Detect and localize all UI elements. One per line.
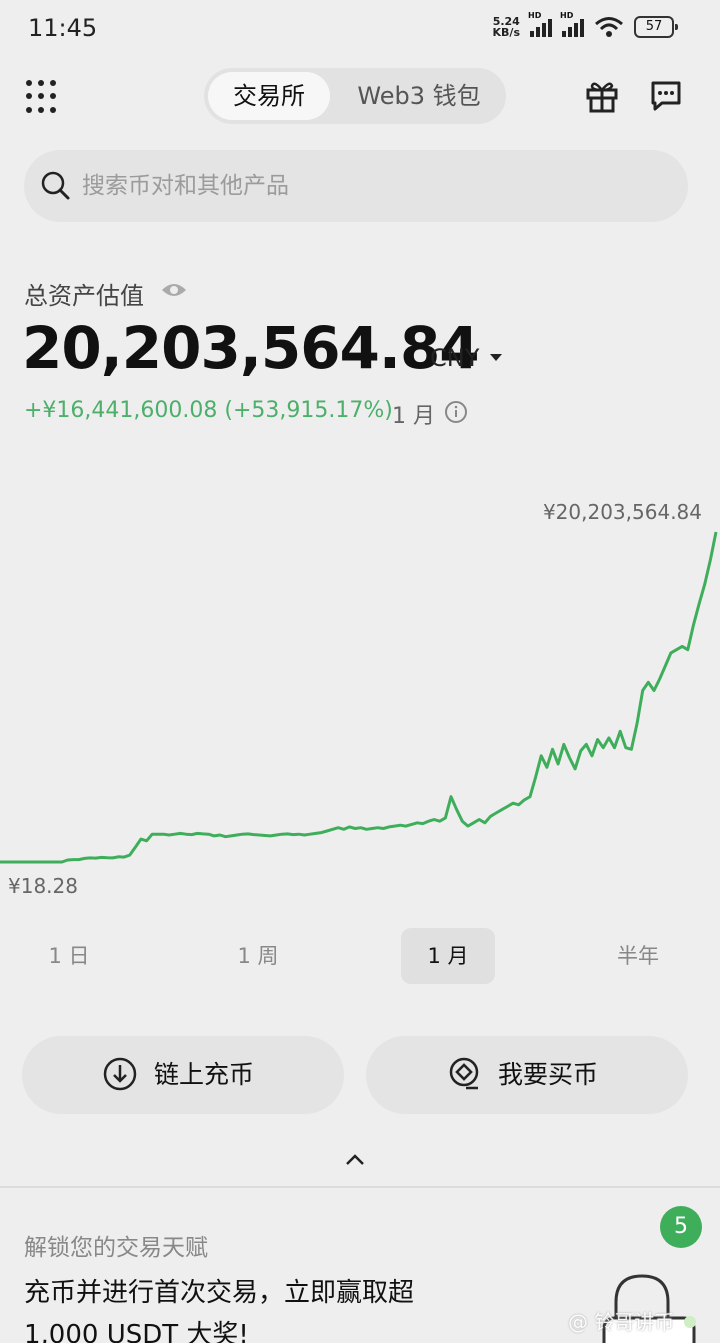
top-nav: 交易所 Web3 钱包 [0,66,720,126]
period-selector: 1 日 1 周 1 月 半年 [0,928,720,984]
period-1m[interactable]: 1 月 [401,928,495,984]
chart-min-label: ¥18.28 [8,874,78,898]
total-asset-value: 20,203,564.84 [22,314,480,382]
pnl-period: 1 月 [392,404,435,429]
tab-web3-wallet[interactable]: Web3 钱包 [357,82,481,110]
signal-icon: HD [528,11,552,37]
chart-series-line [0,531,718,864]
wifi-icon [595,17,623,37]
task-count-badge: 5 [660,1206,702,1248]
network-speed-value: 5.24 [492,15,520,28]
coin-icon [449,1057,479,1090]
chat-icon[interactable] [648,78,684,114]
chevron-up-icon[interactable] [344,1152,366,1168]
period-6m[interactable]: 半年 [617,944,659,968]
signal-icon-2: HD [560,11,584,37]
buy-crypto-label: 我要买币 [498,1060,599,1089]
tab-exchange[interactable]: 交易所 [208,72,330,120]
network-speed: 5.24 KB/s [493,16,520,38]
period-1d[interactable]: 1 日 [48,944,90,968]
chevron-down-icon[interactable] [490,354,502,361]
search-bar[interactable] [24,150,688,222]
info-icon[interactable] [444,400,468,424]
status-bar: 11:45 5.24 KB/s HD HD 57 [0,0,720,60]
download-icon [103,1057,137,1091]
eye-icon[interactable] [160,280,188,300]
search-icon [41,171,70,200]
status-indicators: 5.24 KB/s HD HD 57 [493,11,678,38]
sim1-tag: HD [528,11,542,20]
buy-crypto-button[interactable]: 我要买币 [366,1036,688,1114]
sim2-tag: HD [560,11,574,20]
asset-label: 总资产估值 [24,282,144,310]
promo-subtitle: 解锁您的交易天赋 [24,1235,208,1261]
watermark-text: @ 铃哥讲币 [568,1310,675,1334]
chart-max-label: ¥20,203,564.84 [542,500,702,524]
asset-line-chart[interactable] [0,490,720,910]
battery-icon: 57 [634,16,678,38]
gift-icon[interactable] [584,78,620,114]
deposit-button[interactable]: 链上充币 [22,1036,344,1114]
currency-selector[interactable]: CNY [430,344,480,372]
mode-switch: 交易所 Web3 钱包 [204,68,506,124]
search-input[interactable] [82,150,662,222]
promo-title[interactable]: 充币并进行首次交易，立即赢取超 1,000 USDT 大奖! [24,1278,415,1343]
pnl-value: +¥16,441,600.08 (+53,915.17%) [24,398,393,423]
divider [0,1186,720,1188]
status-time: 11:45 [28,14,98,42]
deposit-label: 链上充币 [154,1060,255,1089]
period-1w[interactable]: 1 周 [237,944,279,968]
lock-illustration [602,1274,696,1343]
grid-menu-icon[interactable] [26,80,60,114]
network-speed-unit: KB/s [492,26,520,39]
